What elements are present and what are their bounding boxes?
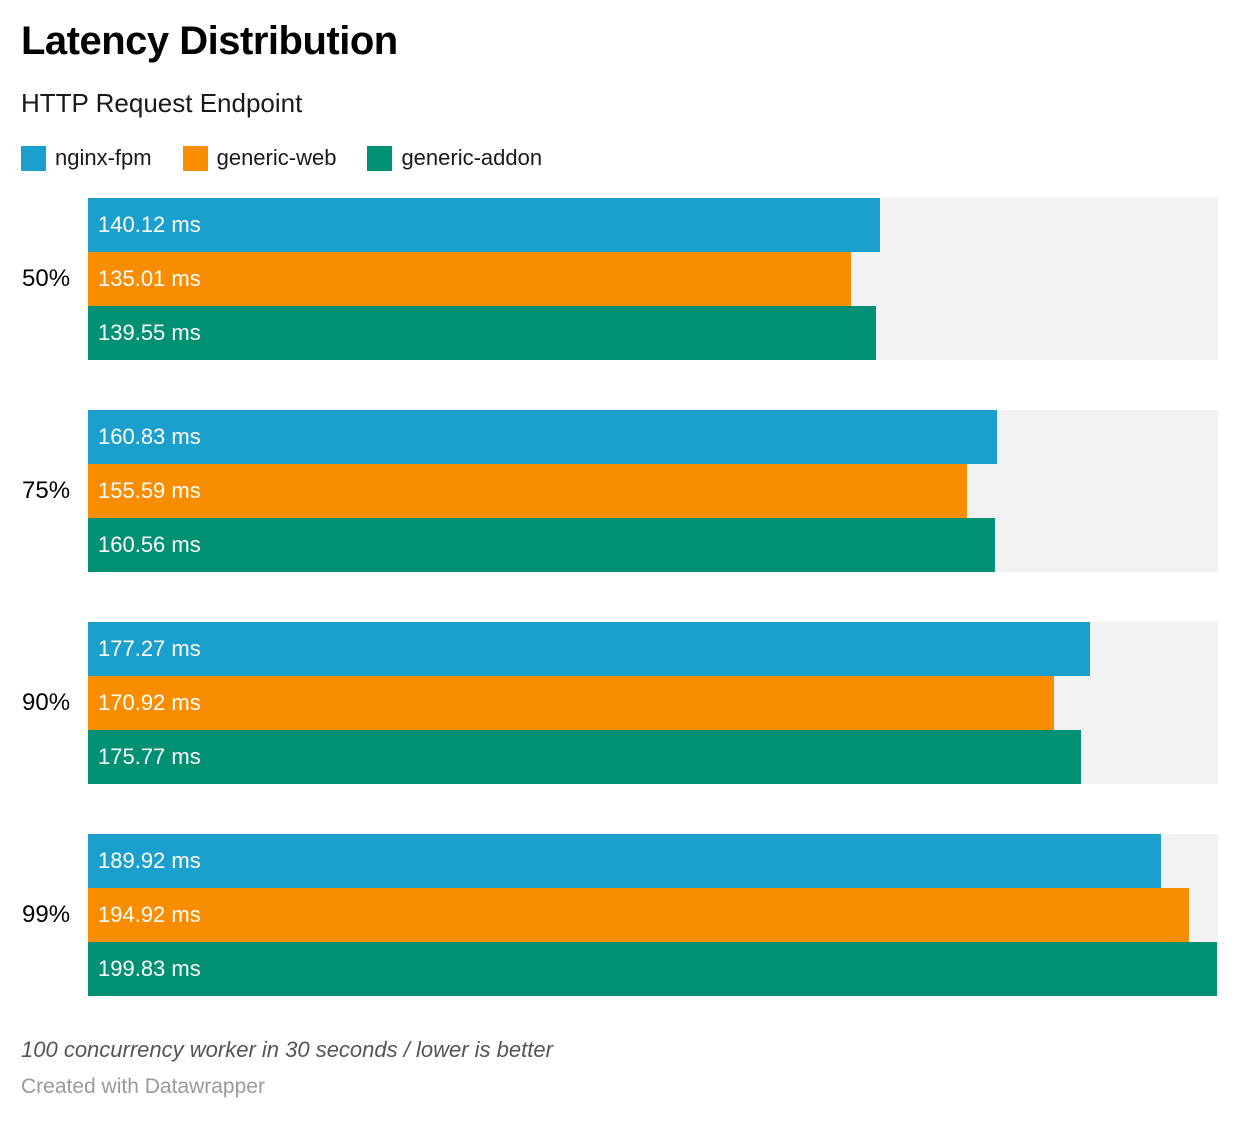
bar-value-label: 175.77 ms [98, 743, 201, 769]
bar-generic-addon: 199.83 ms [88, 941, 1218, 996]
legend-swatch-generic-addon [367, 145, 393, 171]
chart-note: 100 concurrency worker in 30 seconds / l… [21, 1036, 553, 1062]
bar-value-label: 199.83 ms [98, 955, 201, 981]
chart-title: Latency Distribution [21, 19, 398, 63]
category-label: 50% [22, 264, 71, 292]
bar-value-label: 139.55 ms [98, 319, 201, 345]
bar-value-label: 189.92 ms [98, 847, 201, 873]
bar-generic-web: 194.92 ms [88, 887, 1190, 942]
legend-item-generic-web: generic-web [182, 145, 337, 171]
legend-swatch-generic-web [182, 145, 208, 171]
legend-item-generic-addon: generic-addon [367, 145, 543, 171]
legend: nginx-fpm generic-web generic-addon [21, 145, 1218, 171]
bar-value-label: 194.92 ms [98, 901, 201, 927]
bar-generic-addon: 175.77 ms [88, 729, 1082, 784]
legend-label: generic-addon [401, 145, 543, 171]
bar-nginx-fpm: 160.83 ms [88, 409, 997, 464]
bar-track: 160.83 ms 155.59 ms 160.56 ms [88, 409, 1218, 572]
bar-nginx-fpm: 189.92 ms [88, 833, 1162, 888]
bar-track: 177.27 ms 170.92 ms 175.77 ms [88, 621, 1218, 784]
bar-track: 140.12 ms 135.01 ms 139.55 ms [88, 197, 1218, 360]
bar-generic-web: 170.92 ms [88, 675, 1054, 730]
bar-plot: 50% 140.12 ms 135.01 ms 139.55 ms 75% 160.83 … [21, 197, 1218, 996]
category-group-75%: 75% 160.83 ms 155.59 ms 160.56 ms [21, 409, 1218, 572]
attribution-link[interactable]: Created with Datawrapper [21, 1074, 265, 1098]
bar-value-label: 135.01 ms [98, 265, 201, 291]
legend-label: generic-web [216, 145, 337, 171]
chart-subtitle: HTTP Request Endpoint [21, 88, 303, 118]
category-label: 90% [22, 688, 71, 716]
bar-nginx-fpm: 177.27 ms [88, 621, 1090, 676]
bar-generic-addon: 160.56 ms [88, 517, 996, 572]
bar-generic-web: 135.01 ms [88, 251, 851, 306]
category-group-90%: 90% 177.27 ms 170.92 ms 175.77 ms [21, 621, 1218, 784]
category-group-50%: 50% 140.12 ms 135.01 ms 139.55 ms [21, 197, 1218, 360]
bar-value-label: 160.56 ms [98, 531, 201, 557]
bar-value-label: 140.12 ms [98, 211, 201, 237]
bar-track: 189.92 ms 194.92 ms 199.83 ms [88, 833, 1218, 996]
bar-nginx-fpm: 140.12 ms [88, 197, 880, 252]
bar-value-label: 160.83 ms [98, 423, 201, 449]
legend-item-nginx-fpm: nginx-fpm [21, 145, 152, 171]
category-label: 99% [22, 900, 71, 928]
bar-value-label: 170.92 ms [98, 689, 201, 715]
category-group-99%: 99% 189.92 ms 194.92 ms 199.83 ms [21, 833, 1218, 996]
bar-value-label: 155.59 ms [98, 477, 201, 503]
bar-value-label: 177.27 ms [98, 635, 201, 661]
legend-label: nginx-fpm [55, 145, 152, 171]
category-label: 75% [22, 476, 71, 504]
legend-swatch-nginx-fpm [21, 145, 46, 171]
bar-generic-addon: 139.55 ms [88, 305, 877, 360]
bar-generic-web: 155.59 ms [88, 463, 968, 518]
